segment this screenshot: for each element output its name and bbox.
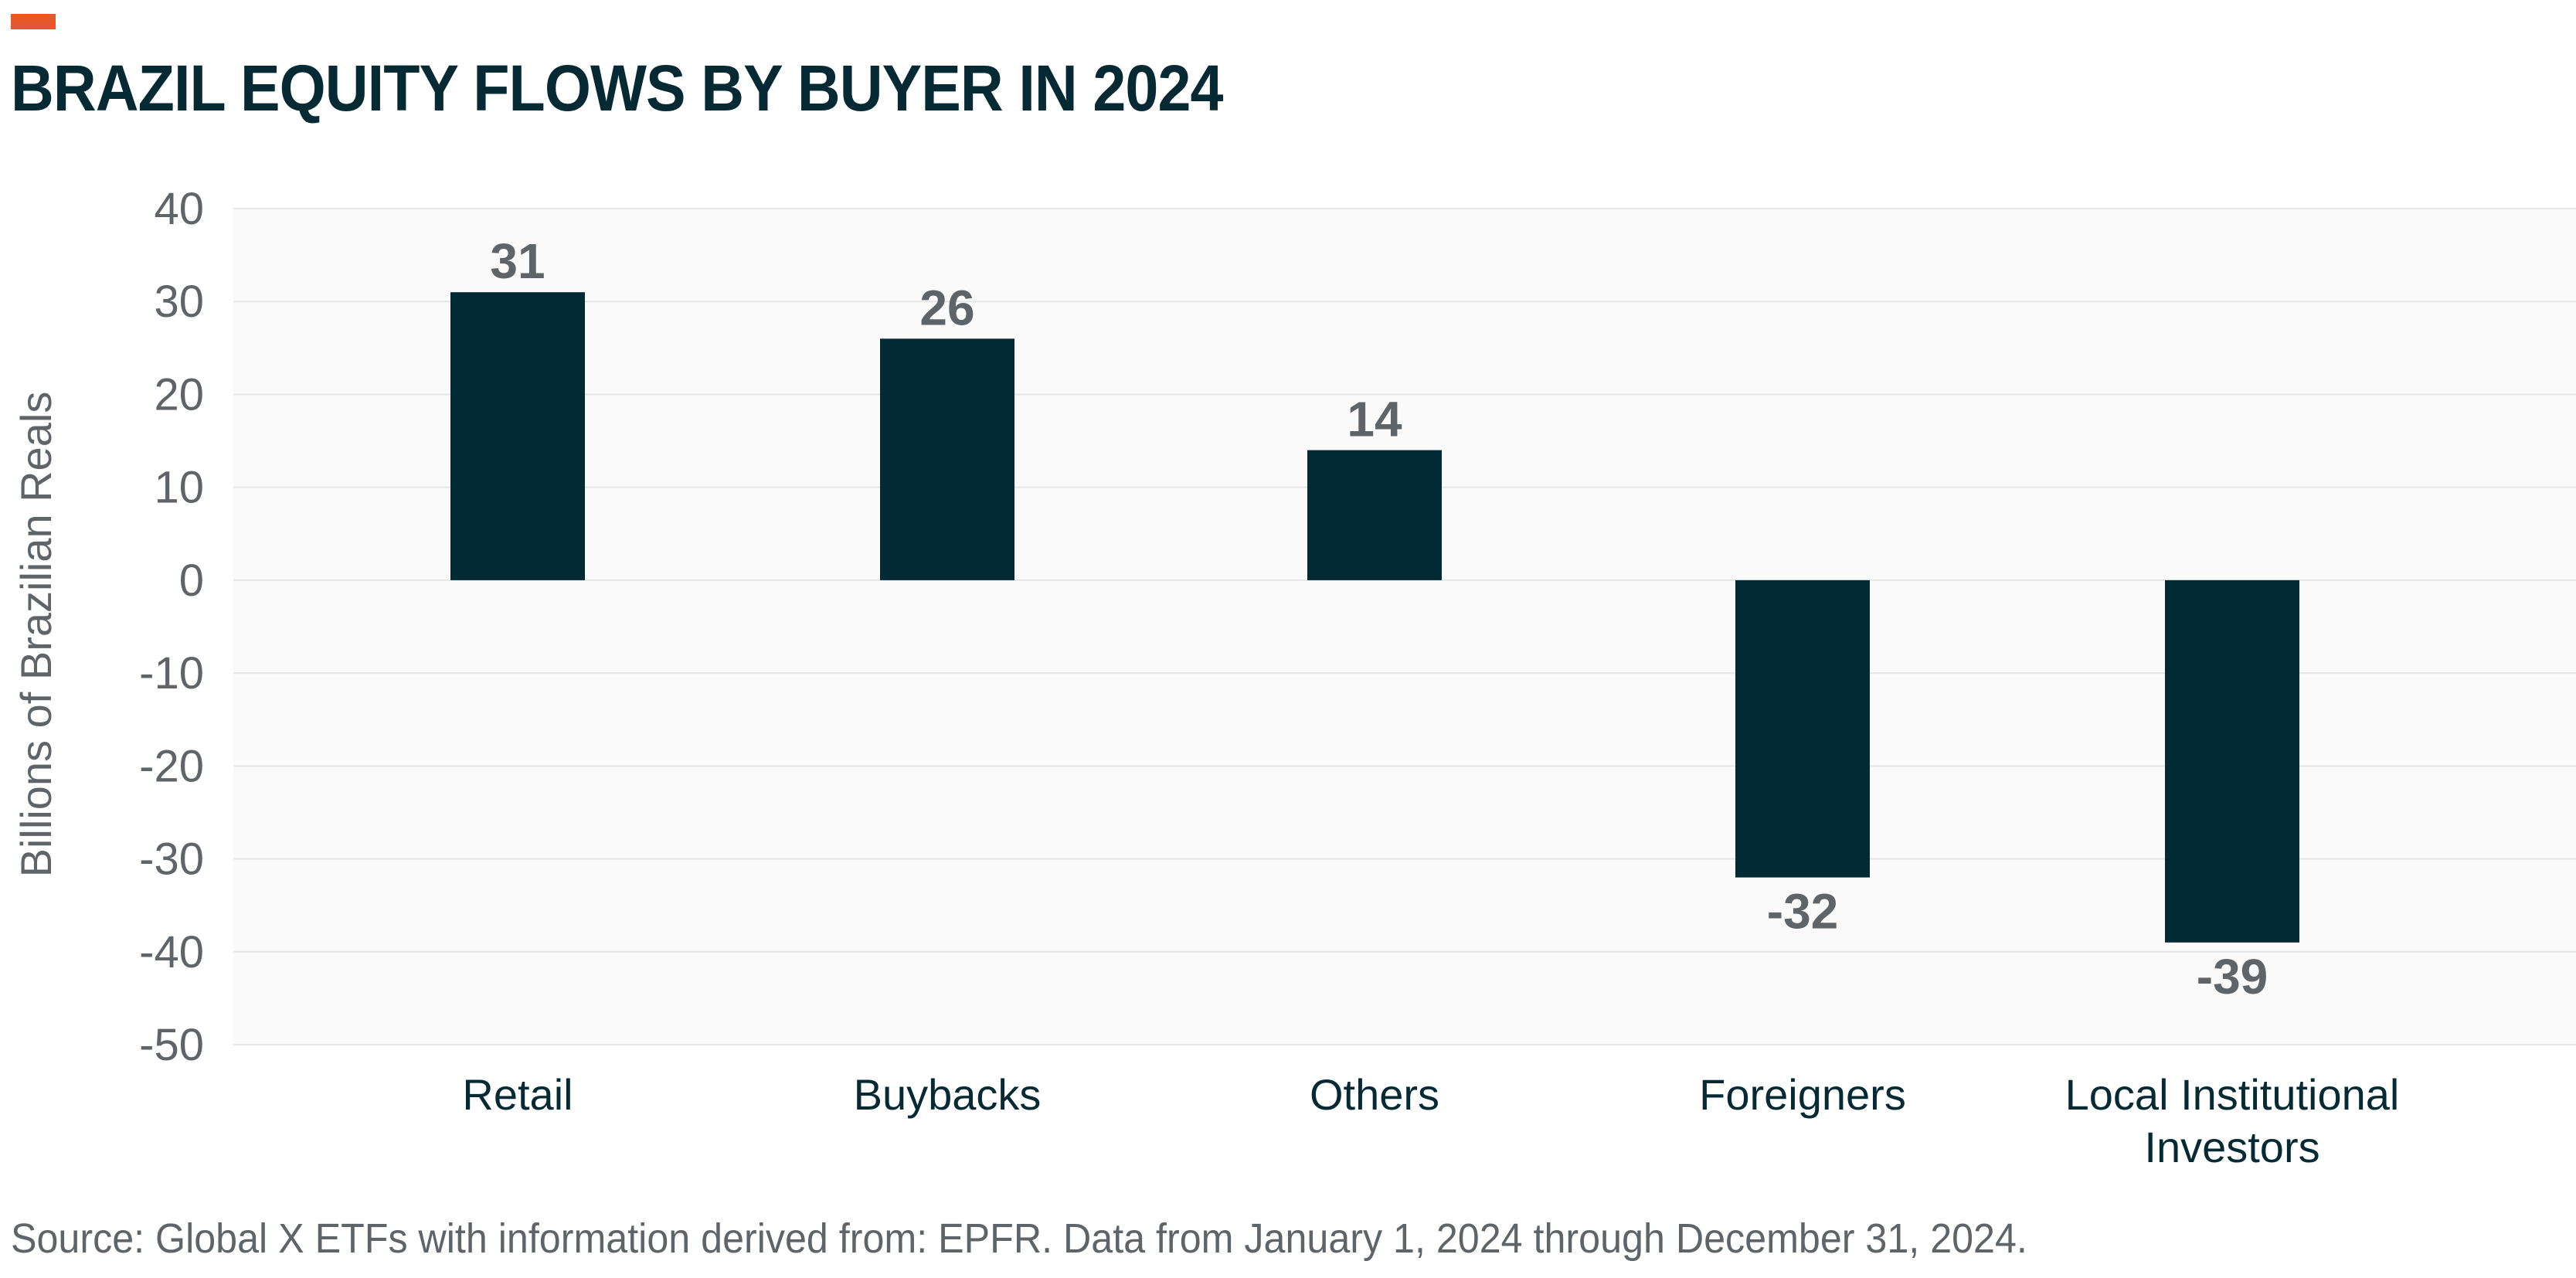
y-axis-ticks: 40 30 20 10 0 -10 -20 -30 -40 -50 (139, 184, 204, 1070)
bar-buybacks (880, 338, 1014, 580)
data-label: 14 (1347, 392, 1402, 447)
y-tick-label: 30 (154, 277, 204, 327)
y-tick-label: 20 (154, 369, 204, 420)
data-label: -39 (2197, 949, 2268, 1004)
data-label: 31 (490, 233, 545, 289)
y-tick-label: -40 (139, 927, 204, 977)
y-tick-label: 10 (154, 463, 204, 513)
x-axis-categories: Retail Buybacks Others Foreigners Local Inst… (462, 1070, 2399, 1171)
y-tick-label: -50 (139, 1020, 204, 1070)
bar-others (1307, 450, 1442, 580)
y-tick-label: -10 (139, 648, 204, 698)
source-note: Source: Global X ETFs with information d… (11, 1215, 2027, 1262)
data-label: 26 (919, 280, 974, 335)
x-category-label: Retail (462, 1070, 573, 1119)
x-category-label: Buybacks (854, 1070, 1042, 1119)
title-accent-bar (11, 14, 56, 29)
x-category-label: Foreigners (1699, 1070, 1906, 1119)
bar-local-institutional-investors (2165, 580, 2299, 943)
x-category-label: Local Institutional (2065, 1070, 2400, 1119)
data-labels: 31 26 14 -32 -39 (490, 233, 2268, 1004)
data-label: -32 (1767, 884, 1839, 940)
y-tick-label: -20 (139, 741, 204, 791)
y-tick-label: -30 (139, 834, 204, 885)
y-axis-title: Billions of Brazilian Reals (12, 392, 60, 878)
bar-retail (450, 292, 585, 580)
y-tick-label: 0 (179, 556, 204, 606)
bars (450, 292, 2299, 943)
y-tick-label: 40 (154, 184, 204, 234)
x-category-label: Investors (2144, 1123, 2319, 1171)
x-category-label: Others (1310, 1070, 1439, 1119)
bar-foreigners (1735, 580, 1870, 878)
chart-title: BRAZIL EQUITY FLOWS BY BUYER IN 2024 (11, 52, 1224, 124)
